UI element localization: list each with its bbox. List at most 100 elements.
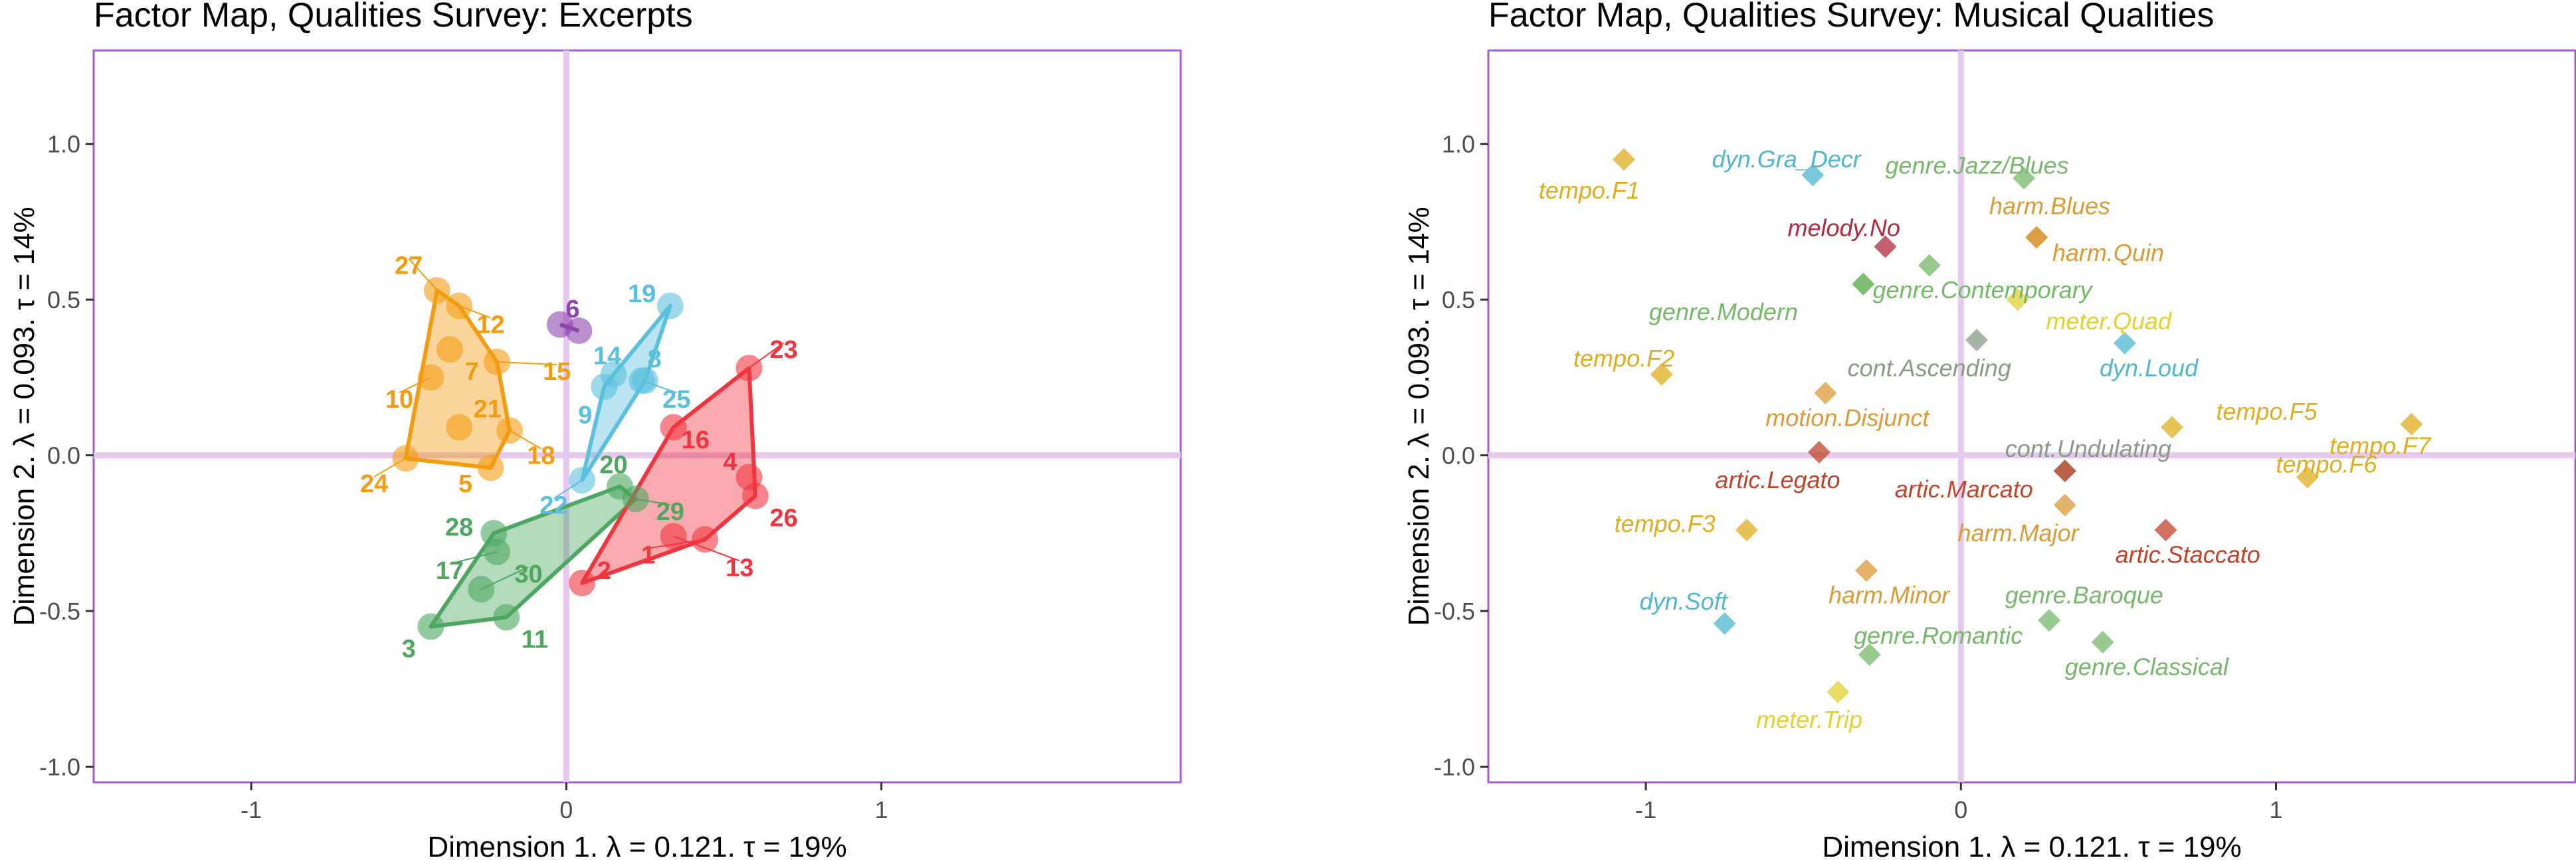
quality-point [1965, 329, 1989, 352]
excerpt-label: 19 [628, 280, 656, 308]
quality-point [1814, 381, 1837, 404]
quality-point [2053, 460, 2076, 483]
excerpt-label: 9 [578, 402, 592, 430]
quality-point [2038, 609, 2061, 632]
right-y-axis-title: Dimension 2. λ = 0.093. τ = 14% [1403, 207, 1435, 626]
y-tick-label: -1.0 [1434, 754, 1475, 781]
y-tick-label: 0.0 [1442, 442, 1475, 470]
right-chart-title: Factor Map, Qualities Survey: Musical Qu… [1488, 0, 2214, 35]
x-tick-label: 1 [874, 796, 888, 823]
label-leader [635, 498, 670, 506]
right-x-ticks: -1 0 1 [1635, 782, 2283, 823]
label-leader [553, 479, 583, 499]
quality-point [1827, 681, 1850, 704]
excerpt-point [656, 292, 684, 319]
excerpt-label: 22 [540, 492, 567, 520]
quality-label: tempo.F6 [2276, 451, 2378, 478]
label-leader [641, 380, 677, 394]
quality-label: genre.Modern [1649, 298, 1798, 325]
quality-label: genre.Contemporary [1873, 276, 2094, 303]
quality-point [2400, 412, 2423, 436]
quality-label: artic.Legato [1715, 466, 1840, 493]
quality-label: harm.Blues [1989, 192, 2110, 219]
left-y-axis-title: Dimension 2. λ = 0.093. τ = 14% [8, 207, 41, 626]
x-tick-label: -1 [1635, 796, 1656, 823]
excerpt-label: 28 [445, 513, 473, 541]
quality-point [1735, 519, 1758, 542]
excerpt-point [565, 317, 593, 345]
quality-point [2161, 416, 2184, 439]
quality-label: genre.Classical [2065, 653, 2229, 680]
y-tick-label: 0.0 [47, 442, 80, 470]
x-tick-label: 0 [559, 796, 573, 823]
excerpt-point [591, 373, 618, 400]
excerpt-point [477, 454, 504, 481]
quality-point [1650, 363, 1673, 386]
quality-point [1807, 440, 1831, 464]
label-leader [496, 361, 557, 366]
quality-label: tempo.F1 [1539, 177, 1640, 204]
quality-label: cont.Undulating [2005, 435, 2171, 462]
quality-label: melody.No [1787, 214, 1900, 241]
left-x-axis-title: Dimension 1. λ = 0.121. τ = 19% [427, 831, 846, 860]
left-reference-lines [94, 50, 1181, 782]
y-tick-label: 1.0 [47, 131, 80, 158]
excerpt-label: 8 [648, 345, 662, 373]
label-leader [449, 551, 498, 565]
label-leader [509, 430, 542, 450]
excerpt-label: 14 [593, 343, 621, 371]
left-y-ticks: -1.0 -0.5 0.0 0.5 1.0 [39, 131, 94, 781]
quality-point [2053, 493, 2076, 517]
quality-label: tempo.F3 [1615, 510, 1716, 537]
quality-point [1855, 559, 1878, 582]
label-leader [648, 539, 706, 549]
label-leader [458, 305, 491, 319]
y-tick-label: -0.5 [39, 598, 80, 625]
excerpt-label: 6 [565, 296, 579, 323]
excerpt-label: 27 [395, 252, 423, 280]
y-tick-label: 0.5 [1442, 286, 1475, 313]
excerpt-label: 1 [641, 542, 655, 570]
quality-label: tempo.F5 [2216, 398, 2318, 425]
right-reference-lines [1488, 50, 2575, 782]
quality-label: harm.Quin [2052, 239, 2164, 266]
excerpt-point [436, 336, 463, 363]
excerpt-label: 26 [769, 504, 797, 532]
label-leader [673, 535, 740, 562]
excerpt-label: 15 [543, 358, 571, 386]
excerpt-label: 13 [726, 554, 753, 582]
excerpt-point [569, 569, 596, 596]
quality-point [1612, 148, 1635, 171]
right-points [1612, 148, 2423, 704]
excerpt-label: 23 [769, 336, 797, 364]
quality-label: meter.Quad [2046, 307, 2172, 335]
quality-point [2025, 226, 2048, 249]
label-leader [408, 258, 438, 291]
quality-label: dyn.Gra_Decr [1712, 145, 1862, 173]
x-tick-label: 0 [1954, 796, 1967, 823]
quality-point [1713, 612, 1736, 635]
quality-point [1874, 235, 1897, 258]
label-leader [373, 458, 406, 477]
excerpt-point [417, 613, 445, 640]
excerpt-label: 5 [458, 470, 472, 498]
quality-label: artic.Marcato [1895, 475, 2033, 503]
excerpt-label: 10 [385, 386, 413, 414]
excerpt-point [446, 414, 473, 441]
label-leader [399, 377, 431, 394]
quality-point [2013, 167, 2036, 190]
excerpt-label: 18 [527, 442, 555, 470]
quality-label: motion.Disjunct [1765, 404, 1930, 431]
quality-label: artic.Staccato [2116, 541, 2260, 568]
quality-point [2113, 331, 2136, 355]
right-panel: Factor Map, Qualities Survey: Musical Qu… [1403, 0, 2576, 860]
excerpt-label: 7 [464, 358, 478, 386]
excerpt-point [493, 604, 520, 631]
left-plot-frame [92, 49, 1182, 784]
left-panel: Factor Map, Qualities Survey: Excerpts 2… [8, 0, 1182, 860]
quality-label: dyn.Soft [1640, 588, 1729, 615]
excerpt-label: 16 [682, 426, 710, 454]
left-group-hulls [403, 288, 757, 629]
quality-label: dyn.Loud [2100, 354, 2199, 381]
left-chart-title: Factor Map, Qualities Survey: Excerpts [94, 0, 693, 35]
